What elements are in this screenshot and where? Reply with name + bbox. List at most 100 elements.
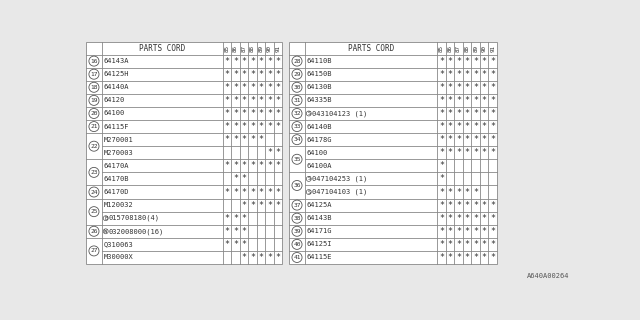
Text: *: * (447, 83, 452, 92)
Text: *: * (456, 148, 461, 157)
Text: *: * (447, 57, 452, 66)
Text: *: * (275, 57, 280, 66)
Text: *: * (225, 188, 229, 196)
Text: 34: 34 (293, 137, 301, 142)
Text: *: * (267, 201, 272, 210)
Text: *: * (465, 240, 470, 249)
Text: *: * (456, 83, 461, 92)
Text: *: * (473, 109, 478, 118)
Text: B: B (104, 216, 108, 221)
Text: *: * (250, 201, 255, 210)
Text: 85: 85 (225, 45, 229, 52)
Text: *: * (490, 227, 495, 236)
Text: *: * (267, 122, 272, 131)
Text: *: * (233, 135, 238, 144)
Text: *: * (250, 57, 255, 66)
Text: *: * (241, 188, 246, 196)
Text: 64170A: 64170A (103, 163, 129, 169)
Text: 90: 90 (267, 45, 272, 52)
Text: *: * (241, 201, 246, 210)
Text: 85: 85 (439, 45, 444, 52)
Text: *: * (267, 161, 272, 170)
Text: 28: 28 (293, 59, 301, 64)
Text: *: * (447, 135, 452, 144)
Text: 64150B: 64150B (307, 71, 332, 77)
Text: *: * (439, 174, 444, 183)
Text: 21: 21 (90, 124, 98, 129)
Text: *: * (250, 253, 255, 262)
Text: 64140A: 64140A (103, 84, 129, 90)
Text: *: * (447, 214, 452, 223)
Text: PARTS CORD: PARTS CORD (348, 44, 394, 53)
Text: *: * (241, 214, 246, 223)
Text: *: * (490, 109, 495, 118)
Text: 87: 87 (241, 45, 246, 52)
Text: *: * (275, 161, 280, 170)
Text: *: * (225, 109, 229, 118)
Text: M120032: M120032 (103, 202, 133, 208)
Text: *: * (456, 240, 461, 249)
Text: *: * (490, 96, 495, 105)
Text: 047104253 (1): 047104253 (1) (312, 176, 367, 182)
Text: 23: 23 (90, 170, 98, 175)
Text: *: * (233, 214, 238, 223)
Text: *: * (482, 148, 486, 157)
Text: S: S (307, 189, 310, 195)
Text: *: * (473, 122, 478, 131)
Text: 31: 31 (293, 98, 301, 103)
Text: 37: 37 (293, 203, 301, 208)
Text: *: * (250, 83, 255, 92)
Text: *: * (482, 122, 486, 131)
Text: *: * (225, 161, 229, 170)
Text: *: * (473, 148, 478, 157)
Text: 86: 86 (447, 45, 452, 52)
Text: 64170D: 64170D (103, 189, 129, 195)
Text: *: * (490, 135, 495, 144)
Text: M30000X: M30000X (103, 254, 133, 260)
Text: *: * (233, 174, 238, 183)
Text: PARTS CORD: PARTS CORD (139, 44, 185, 53)
Text: *: * (259, 57, 264, 66)
Text: *: * (473, 70, 478, 79)
Text: 32: 32 (293, 111, 301, 116)
Text: 64110B: 64110B (307, 58, 332, 64)
Text: *: * (439, 201, 444, 210)
Text: *: * (465, 70, 470, 79)
Text: 64125H: 64125H (103, 71, 129, 77)
Text: *: * (447, 227, 452, 236)
Text: 90: 90 (482, 45, 486, 52)
Text: *: * (456, 96, 461, 105)
Text: 16: 16 (90, 59, 98, 64)
Text: *: * (447, 253, 452, 262)
Text: *: * (456, 214, 461, 223)
Text: *: * (225, 83, 229, 92)
Text: *: * (473, 214, 478, 223)
Text: *: * (233, 240, 238, 249)
Text: 64125A: 64125A (307, 202, 332, 208)
Text: 33: 33 (293, 124, 301, 129)
Text: *: * (473, 227, 478, 236)
Text: *: * (233, 70, 238, 79)
Text: *: * (465, 253, 470, 262)
Text: *: * (490, 83, 495, 92)
Text: *: * (241, 240, 246, 249)
Text: *: * (259, 253, 264, 262)
Text: 64120: 64120 (103, 97, 125, 103)
Text: *: * (456, 135, 461, 144)
Text: 64100: 64100 (307, 150, 328, 156)
Text: *: * (439, 188, 444, 196)
Text: *: * (225, 135, 229, 144)
Text: *: * (482, 240, 486, 249)
Text: *: * (233, 161, 238, 170)
Text: *: * (267, 57, 272, 66)
Text: *: * (490, 70, 495, 79)
Text: 64130B: 64130B (307, 84, 332, 90)
Text: *: * (250, 135, 255, 144)
Text: *: * (465, 201, 470, 210)
Text: *: * (482, 109, 486, 118)
Text: *: * (465, 148, 470, 157)
Text: *: * (225, 70, 229, 79)
Text: *: * (225, 227, 229, 236)
Text: 38: 38 (293, 216, 301, 221)
Text: *: * (241, 83, 246, 92)
